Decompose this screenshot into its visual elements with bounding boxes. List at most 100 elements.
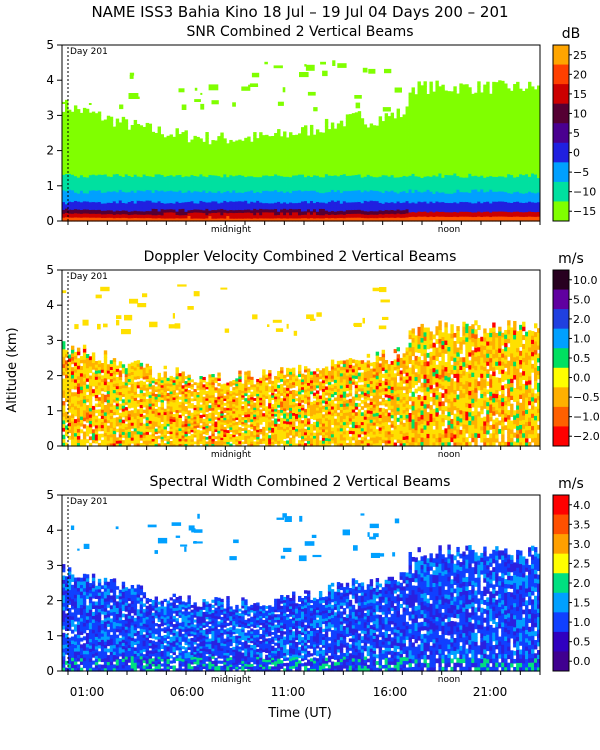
heatmap-cell bbox=[151, 160, 156, 165]
heatmap-cell bbox=[513, 181, 517, 188]
heatmap-cell bbox=[363, 148, 368, 153]
heatmap-cell bbox=[537, 191, 541, 198]
heatmap-cell bbox=[357, 201, 362, 206]
heatmap-cell bbox=[67, 391, 72, 396]
heatmap-cell bbox=[336, 168, 341, 173]
heatmap-cell bbox=[187, 201, 191, 205]
heatmap-cell bbox=[450, 188, 454, 194]
heatmap-cell bbox=[94, 155, 99, 160]
heatmap-cell bbox=[178, 140, 182, 144]
heatmap-cell bbox=[103, 206, 108, 211]
heatmap-cell bbox=[444, 137, 448, 143]
heatmap-cell bbox=[301, 184, 305, 189]
heatmap-cell bbox=[283, 173, 287, 177]
heatmap-cell bbox=[342, 126, 347, 131]
heatmap-cell bbox=[393, 158, 397, 163]
heatmap-cell bbox=[73, 121, 78, 127]
heatmap-cell bbox=[465, 177, 469, 183]
heatmap-cell bbox=[444, 202, 448, 208]
heatmap-cell bbox=[277, 188, 281, 193]
echo-patch bbox=[320, 61, 326, 65]
echo-patch bbox=[337, 63, 347, 68]
heatmap-cell bbox=[522, 123, 526, 129]
heatmap-cell bbox=[271, 181, 275, 186]
heatmap-cell bbox=[286, 161, 290, 165]
heatmap-cell bbox=[444, 151, 448, 157]
heatmap-cell bbox=[73, 429, 78, 434]
heatmap-cell bbox=[148, 182, 153, 187]
heatmap-cell bbox=[525, 183, 529, 189]
heatmap-cell bbox=[62, 356, 66, 361]
heatmap-cell bbox=[88, 151, 93, 156]
heatmap-cell bbox=[369, 154, 374, 159]
heatmap-cell bbox=[109, 131, 114, 136]
heatmap-cell bbox=[154, 139, 158, 143]
heatmap-cell bbox=[510, 193, 514, 199]
heatmap-cell bbox=[178, 134, 182, 138]
heatmap-cell bbox=[91, 412, 96, 417]
heatmap-cell bbox=[393, 206, 397, 211]
heatmap-cell bbox=[253, 182, 257, 187]
heatmap-cell bbox=[82, 168, 87, 174]
heatmap-cell bbox=[79, 143, 84, 149]
heatmap-cell bbox=[145, 192, 150, 198]
heatmap-cell bbox=[504, 112, 508, 119]
heatmap-cell bbox=[62, 419, 66, 425]
heatmap-cell bbox=[321, 145, 326, 149]
heatmap-cell bbox=[426, 180, 430, 186]
heatmap-cell bbox=[468, 111, 472, 117]
heatmap-cell bbox=[447, 123, 451, 129]
heatmap-cell bbox=[190, 186, 194, 190]
heatmap-cell bbox=[157, 150, 161, 155]
heatmap-cell bbox=[271, 151, 275, 155]
heatmap-cell bbox=[345, 217, 350, 222]
heatmap-cell bbox=[366, 160, 371, 165]
heatmap-cell bbox=[175, 134, 179, 139]
heatmap-cell bbox=[456, 107, 460, 113]
heatmap-cell bbox=[247, 193, 251, 198]
heatmap-cell bbox=[265, 193, 269, 197]
heatmap-cell bbox=[184, 201, 188, 206]
heatmap-cell bbox=[139, 152, 144, 157]
heatmap-cell bbox=[429, 141, 433, 147]
heatmap-cell bbox=[82, 115, 87, 121]
heatmap-cell bbox=[366, 137, 371, 142]
heatmap-cell bbox=[256, 164, 260, 169]
heatmap-cell bbox=[274, 183, 278, 188]
heatmap-cell bbox=[357, 181, 362, 187]
heatmap-cell bbox=[73, 355, 78, 360]
heatmap-cell bbox=[178, 143, 182, 148]
heatmap-cell bbox=[513, 157, 517, 163]
heatmap-cell bbox=[465, 108, 469, 115]
heatmap-cell bbox=[501, 205, 505, 212]
heatmap-cell bbox=[85, 439, 90, 444]
heatmap-cell bbox=[265, 171, 269, 176]
heatmap-cell bbox=[97, 209, 102, 214]
heatmap-cell bbox=[468, 201, 472, 208]
heatmap-cell bbox=[474, 152, 478, 158]
heatmap-cell bbox=[486, 126, 490, 133]
heatmap-cell bbox=[504, 127, 508, 134]
heatmap-cell bbox=[250, 181, 254, 185]
heatmap-cell bbox=[148, 144, 153, 149]
heatmap-cell bbox=[181, 205, 185, 209]
heatmap-cell bbox=[190, 191, 194, 196]
heatmap-cell bbox=[175, 181, 179, 186]
heatmap-cell bbox=[289, 208, 293, 213]
heatmap-cell bbox=[528, 166, 532, 172]
heatmap-cell bbox=[435, 210, 439, 217]
heatmap-cell bbox=[277, 148, 281, 153]
heatmap-cell bbox=[244, 194, 248, 198]
heatmap-cell bbox=[348, 163, 353, 169]
heatmap-cell bbox=[151, 154, 156, 158]
heatmap-cell bbox=[259, 182, 263, 187]
plot-frame bbox=[61, 44, 541, 222]
heatmap-cell bbox=[247, 208, 251, 213]
heatmap-cell bbox=[351, 205, 356, 211]
heatmap-cell bbox=[474, 156, 478, 163]
heatmap-cell bbox=[67, 405, 72, 410]
heatmap-cell bbox=[501, 85, 505, 92]
heatmap-cell bbox=[172, 187, 176, 192]
heatmap-cell bbox=[271, 202, 275, 207]
heatmap-cell bbox=[271, 139, 275, 143]
